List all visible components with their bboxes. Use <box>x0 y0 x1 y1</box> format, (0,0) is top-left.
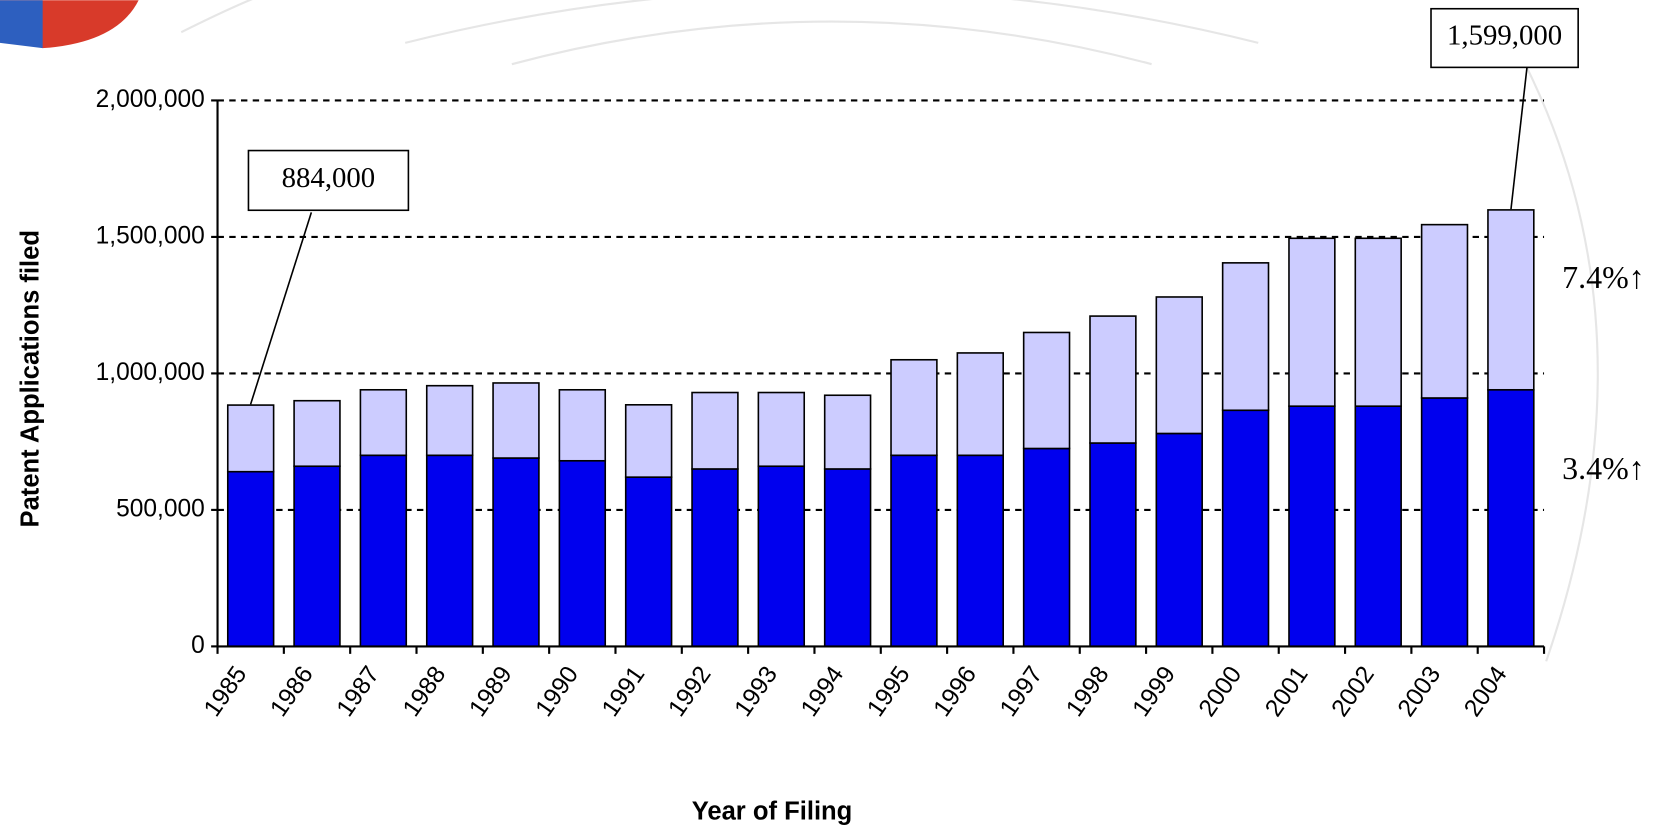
bar-segment <box>1155 296 1203 435</box>
bar-segment <box>492 382 540 459</box>
x-tick-label: 1991 <box>597 662 650 722</box>
bar-segment <box>1089 442 1137 648</box>
bar-segment <box>624 476 673 648</box>
bar-segment <box>1221 262 1270 412</box>
bar-segment <box>823 468 872 648</box>
annotation: 7.4%↑ <box>1562 260 1645 295</box>
bar-segment <box>558 459 607 648</box>
x-tick-label: 2002 <box>1327 662 1380 722</box>
bar-segment <box>425 454 474 648</box>
bar-segment <box>1354 237 1402 407</box>
x-tick-label: 1986 <box>265 662 318 722</box>
callout-line <box>1510 67 1528 210</box>
x-axis-title: Year of Filing <box>692 798 853 826</box>
annotation: 3.4%↑ <box>1562 451 1645 486</box>
x-tick-label: 2000 <box>1194 662 1247 722</box>
x-tick-label: 1998 <box>1061 662 1114 722</box>
callout-line <box>249 212 313 405</box>
bar-segment <box>1022 331 1071 450</box>
x-tick-label: 1994 <box>796 662 849 722</box>
x-tick-label: 1988 <box>398 662 451 722</box>
bar-segment <box>624 404 673 478</box>
bar-segment <box>890 358 938 457</box>
bar-segment <box>1354 405 1402 648</box>
bar-segment <box>1089 315 1137 444</box>
bar-segment <box>293 465 341 648</box>
x-tick-label: 1985 <box>199 662 252 722</box>
bar-segment <box>691 468 739 648</box>
bar-segment <box>359 388 408 457</box>
y-tick-label: 500,000 <box>116 495 205 522</box>
callout-box <box>247 149 410 212</box>
bar-segment <box>1155 432 1203 648</box>
x-tick-label: 1999 <box>1128 662 1181 722</box>
bar-segment <box>691 391 739 470</box>
x-tick-label: 1990 <box>531 662 584 722</box>
x-tick-label: 1989 <box>464 662 517 722</box>
x-tick-label: 1997 <box>995 662 1048 722</box>
x-tick-label: 2004 <box>1459 662 1512 722</box>
bar-segment <box>1487 209 1535 391</box>
background-decoration <box>180 0 1599 662</box>
bar-segment <box>1487 388 1535 648</box>
y-tick-label: 2,000,000 <box>96 86 205 113</box>
x-tick-label: 1992 <box>663 662 716 722</box>
x-tick-label: 2003 <box>1393 662 1446 722</box>
bar-segment <box>425 384 474 457</box>
bar-segment <box>757 465 806 648</box>
callout-box <box>1430 7 1579 69</box>
y-tick-label: 1,000,000 <box>96 359 205 386</box>
y-axis-title: Patent Applications filed <box>17 230 45 528</box>
bar-segment <box>1420 223 1469 399</box>
bar-segment <box>956 454 1004 648</box>
bar-segment <box>293 399 341 468</box>
bar-segment <box>1221 409 1270 648</box>
bar-segment <box>558 388 607 462</box>
annotation: 1,599,000 <box>1447 20 1562 52</box>
annotation: 884,000 <box>282 162 376 194</box>
bar-segment <box>757 391 806 468</box>
bar-segment <box>492 457 540 648</box>
logo <box>0 0 139 49</box>
y-tick-label: 0 <box>191 632 205 659</box>
bar-segment <box>359 454 408 648</box>
bar-segment <box>1288 237 1336 407</box>
x-tick-label: 1995 <box>862 662 915 722</box>
bar-segment <box>1420 397 1469 648</box>
bar-segment <box>226 404 275 473</box>
bar-segment <box>226 470 275 648</box>
bar-segment <box>1288 405 1336 648</box>
bar-segment <box>956 352 1004 457</box>
bar-segment <box>1022 447 1071 648</box>
x-tick-label: 2001 <box>1260 662 1313 722</box>
x-tick-label: 1996 <box>929 662 982 722</box>
bar-segment <box>823 394 872 470</box>
x-tick-label: 1993 <box>730 662 783 722</box>
x-tick-label: 1987 <box>332 662 385 722</box>
y-tick-label: 1,500,000 <box>96 222 205 249</box>
bar-segment <box>890 454 938 648</box>
